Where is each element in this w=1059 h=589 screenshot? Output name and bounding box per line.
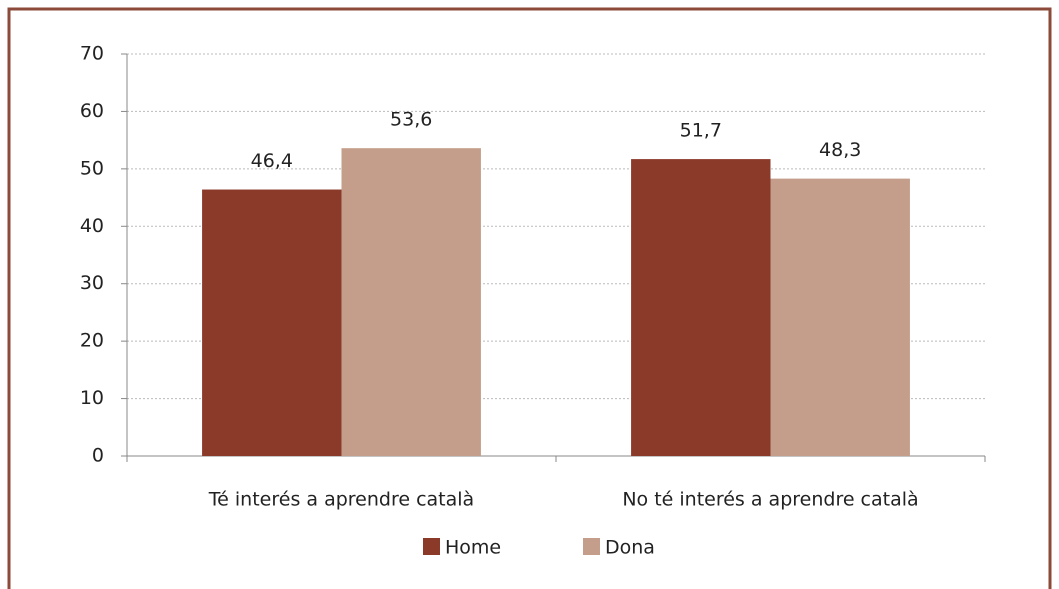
y-tick-label: 50 <box>80 157 104 179</box>
y-tick-label: 20 <box>80 330 104 352</box>
legend-label: Dona <box>605 537 655 559</box>
legend-swatch <box>423 538 440 555</box>
legend-label: Home <box>445 537 501 559</box>
y-tick-label: 0 <box>92 445 104 467</box>
bar <box>202 189 342 456</box>
x-tick-label: No té interés a aprendre català <box>622 489 918 511</box>
frame <box>7 7 1052 589</box>
bar <box>631 159 771 456</box>
value-label: 53,6 <box>390 109 432 131</box>
y-tick-label: 40 <box>80 215 104 237</box>
y-tick-label: 10 <box>80 387 104 409</box>
bar <box>341 148 481 456</box>
value-label: 51,7 <box>680 120 722 142</box>
value-label: 46,4 <box>251 150 293 172</box>
y-tick-label: 70 <box>80 43 104 65</box>
value-label: 48,3 <box>819 139 861 161</box>
legend-swatch <box>583 538 600 555</box>
x-tick-label: Té interés a aprendre català <box>208 489 474 511</box>
y-tick-label: 60 <box>80 100 104 122</box>
bar <box>770 178 910 456</box>
y-tick-label: 30 <box>80 272 104 294</box>
